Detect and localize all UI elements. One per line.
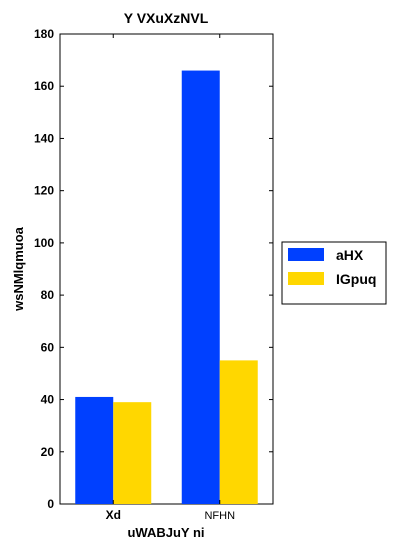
y-axis-ticks: 0 20 40 60 80 100 120 140 160 180	[34, 27, 273, 511]
bar-IGpuq-Xd	[113, 402, 152, 504]
y-tick-label-120: 120	[34, 184, 54, 198]
y-tick-label-80: 80	[41, 288, 55, 302]
y-tick-label-20: 20	[41, 445, 55, 459]
x-tick-label-Xd: Xd	[106, 508, 121, 522]
legend-label-IGpuq: IGpuq	[336, 271, 376, 287]
bar-aHX-NFHN	[181, 70, 220, 505]
y-tick-label-160: 160	[34, 79, 54, 93]
y-tick-label-60: 60	[41, 340, 55, 354]
y-tick-label-180: 180	[34, 27, 54, 41]
y-tick-label-140: 140	[34, 131, 54, 145]
legend: aHX IGpuq	[281, 241, 387, 305]
bar-aHX-Xd	[75, 396, 114, 504]
x-axis-label: uWABJuY ni	[127, 525, 204, 540]
bars-group	[75, 70, 258, 505]
y-tick-label-0: 0	[47, 497, 54, 511]
x-axis-ticks: Xd NFHN	[106, 34, 235, 522]
y-tick-label-40: 40	[41, 393, 55, 407]
chart-title: Y VXuXzNVL	[124, 10, 209, 26]
y-axis-label: wsNMlqmuoa	[11, 226, 26, 312]
legend-swatch-aHX	[288, 248, 324, 261]
y-tick-label-100: 100	[34, 236, 54, 250]
bar-IGpuq-NFHN	[219, 360, 258, 504]
legend-swatch-IGpuq	[288, 272, 324, 285]
x-tick-label-NFHN: NFHN	[204, 510, 235, 522]
legend-label-aHX: aHX	[336, 247, 364, 263]
